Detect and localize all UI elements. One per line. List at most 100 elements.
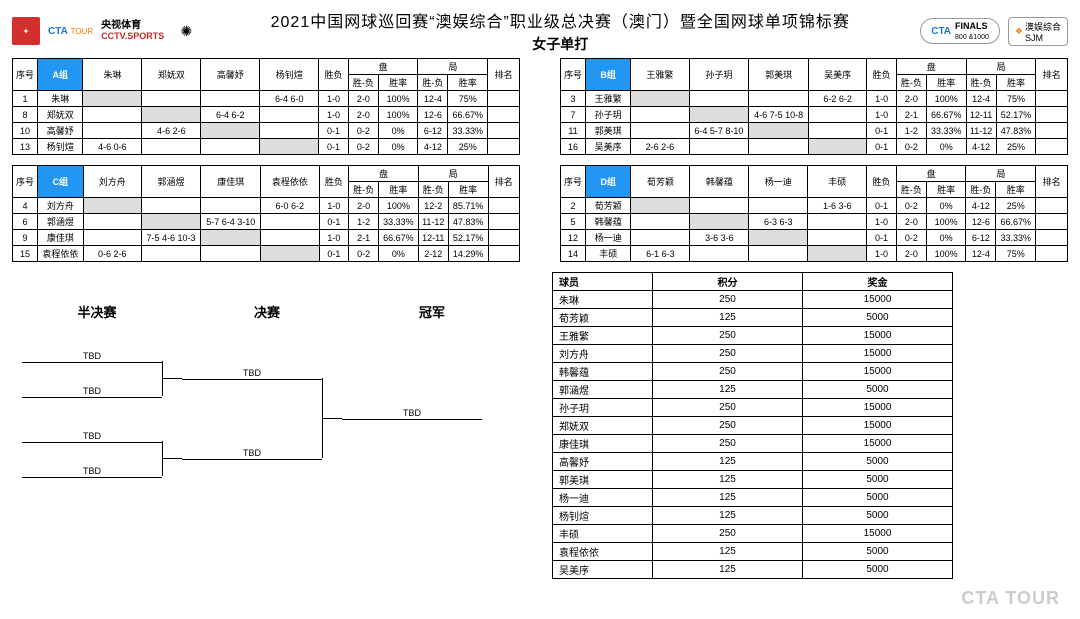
logos-right: CTA FINALS 800 &1000 ❖ 澳娱综合 SJM bbox=[920, 17, 1068, 46]
row-name: 王雅繁 bbox=[586, 91, 631, 107]
points-cell: 250 bbox=[653, 327, 803, 345]
standings-row: 康佳琪25015000 bbox=[553, 435, 953, 453]
th-seq: 序号 bbox=[561, 166, 586, 198]
prize-cell: 5000 bbox=[803, 453, 953, 471]
th-rank: 排名 bbox=[488, 59, 520, 91]
prize-cell: 15000 bbox=[803, 435, 953, 453]
player-cell: 刘方舟 bbox=[553, 345, 653, 363]
th-ju: 局 bbox=[966, 59, 1036, 75]
player-cell: 高馨妤 bbox=[553, 453, 653, 471]
th-ju: 局 bbox=[418, 166, 488, 182]
points-cell: 125 bbox=[653, 381, 803, 399]
group-table: 序号C组刘方舟郭涵煜康佳琪袁程依依胜负盘局排名胜-负胜率胜-负胜率4刘方舟6-0… bbox=[12, 165, 520, 262]
row-name: 刘方舟 bbox=[38, 198, 84, 214]
th-player: 袁程依依 bbox=[261, 166, 320, 198]
prize-cell: 15000 bbox=[803, 345, 953, 363]
sf-slot-4: TBD bbox=[22, 466, 162, 478]
points-cell: 125 bbox=[653, 453, 803, 471]
score-cell bbox=[201, 246, 261, 262]
score-cell bbox=[142, 139, 201, 155]
player-cell: 郭美琪 bbox=[553, 471, 653, 489]
score-cell bbox=[690, 246, 749, 262]
score-cell bbox=[201, 198, 261, 214]
th-wl: 胜负 bbox=[319, 166, 349, 198]
score-cell bbox=[83, 214, 141, 230]
standings-row: 郭涵煜1255000 bbox=[553, 381, 953, 399]
watermark: CTA TOUR bbox=[961, 588, 1060, 609]
f-slot-2: TBD bbox=[182, 448, 322, 460]
score-cell: 6-4 6-2 bbox=[201, 107, 260, 123]
row-name: 丰硕 bbox=[586, 246, 631, 262]
finals-badge: CTA FINALS 800 &1000 bbox=[920, 18, 1000, 44]
score-cell bbox=[260, 123, 319, 139]
score-cell bbox=[261, 230, 320, 246]
group-table: 序号B组王雅繁孙子玥郭美琪吴美序胜负盘局排名胜-负胜率胜-负胜率3王雅繁6-2 … bbox=[560, 58, 1068, 155]
prize-cell: 15000 bbox=[803, 363, 953, 381]
cctv-en: CCTV.SPORTS bbox=[101, 31, 164, 41]
score-cell bbox=[631, 123, 689, 139]
th-player: 丰硕 bbox=[808, 166, 867, 198]
score-cell: 1-6 3-6 bbox=[808, 198, 867, 214]
standings-row: 朱琳25015000 bbox=[553, 291, 953, 309]
sf-label: 半决赛 bbox=[12, 302, 182, 321]
th-player: 荀芳颖 bbox=[631, 166, 690, 198]
player-cell: 袁程依依 bbox=[553, 543, 653, 561]
score-cell bbox=[261, 214, 320, 230]
th-player: 郭美琪 bbox=[749, 59, 809, 91]
sub-title: 女子单打 bbox=[200, 34, 920, 54]
finals-text: FINALS bbox=[955, 21, 988, 31]
points-cell: 125 bbox=[653, 543, 803, 561]
group-label: D组 bbox=[586, 166, 631, 198]
row-name: 韩馨蕴 bbox=[586, 214, 631, 230]
score-cell bbox=[689, 107, 749, 123]
th-player: 朱琳 bbox=[83, 59, 142, 91]
player-cell: 吴美序 bbox=[553, 561, 653, 579]
row-name: 杨一迪 bbox=[586, 230, 631, 246]
logos-left: ✦ CTA TOUR 央视体育 CCTV.SPORTS ✺ bbox=[12, 17, 200, 45]
score-cell bbox=[201, 230, 261, 246]
cta-logo-text: CTA bbox=[48, 26, 68, 37]
player-cell: 荀芳颖 bbox=[553, 309, 653, 327]
score-cell bbox=[689, 139, 749, 155]
th-ju: 局 bbox=[418, 59, 488, 75]
group-label: B组 bbox=[586, 59, 631, 91]
row-name: 郑妩双 bbox=[38, 107, 83, 123]
th-player: 王雅繁 bbox=[631, 59, 689, 91]
player-cell: 韩馨蕴 bbox=[553, 363, 653, 381]
misc-logo-icon: ✺ bbox=[172, 17, 200, 45]
player-cell: 杨钊煊 bbox=[553, 507, 653, 525]
standings-row: 杨一迪1255000 bbox=[553, 489, 953, 507]
score-cell bbox=[201, 91, 260, 107]
title-block: 2021中国网球巡回赛“澳娱综合”职业级总决赛（澳门）暨全国网球单项锦标赛 女子… bbox=[200, 8, 920, 54]
group-label: C组 bbox=[38, 166, 84, 198]
group-table: 序号A组朱琳郑妩双高馨妤杨钊煊胜负盘局排名胜-负胜率胜-负胜率1朱琳6-4 6-… bbox=[12, 58, 520, 155]
player-cell: 康佳琪 bbox=[553, 435, 653, 453]
score-cell bbox=[749, 91, 809, 107]
score-cell bbox=[141, 214, 201, 230]
score-cell bbox=[749, 139, 809, 155]
standings-row: 韩馨蕴25015000 bbox=[553, 363, 953, 381]
th-player: 高馨妤 bbox=[201, 59, 260, 91]
th-seq: 序号 bbox=[13, 59, 38, 91]
score-cell bbox=[201, 139, 260, 155]
cta-logo: CTA TOUR bbox=[48, 26, 93, 37]
score-cell bbox=[83, 230, 141, 246]
row-name: 康佳琪 bbox=[38, 230, 84, 246]
score-cell: 6-4 6-0 bbox=[260, 91, 319, 107]
standings-row: 袁程依依1255000 bbox=[553, 543, 953, 561]
group-table: 序号D组荀芳颖韩馨蕴杨一迪丰硕胜负盘局排名胜-负胜率胜-负胜率2荀芳颖1-6 3… bbox=[560, 165, 1068, 262]
player-cell: 郑妩双 bbox=[553, 417, 653, 435]
points-cell: 250 bbox=[653, 363, 803, 381]
score-cell: 4-6 2-6 bbox=[142, 123, 201, 139]
score-cell bbox=[261, 246, 320, 262]
points-cell: 250 bbox=[653, 417, 803, 435]
group-row: 2荀芳颖1-6 3-60-10-20%4-1225% bbox=[561, 198, 1068, 214]
th-player: 韩馨蕴 bbox=[690, 166, 749, 198]
points-cell: 125 bbox=[653, 309, 803, 327]
player-cell: 郭涵煜 bbox=[553, 381, 653, 399]
group-row: 11郭美琪6-4 5-7 8-100-11-233.33%11-1247.83% bbox=[561, 123, 1068, 139]
bracket: 半决赛 决赛 冠军 TBD TBD TBD TBD TBD TBD TBD bbox=[12, 272, 512, 511]
score-cell bbox=[690, 214, 749, 230]
sjm-badge: ❖ 澳娱综合 SJM bbox=[1008, 17, 1068, 46]
groups-container: 序号A组朱琳郑妩双高馨妤杨钊煊胜负盘局排名胜-负胜率胜-负胜率1朱琳6-4 6-… bbox=[12, 58, 1068, 262]
